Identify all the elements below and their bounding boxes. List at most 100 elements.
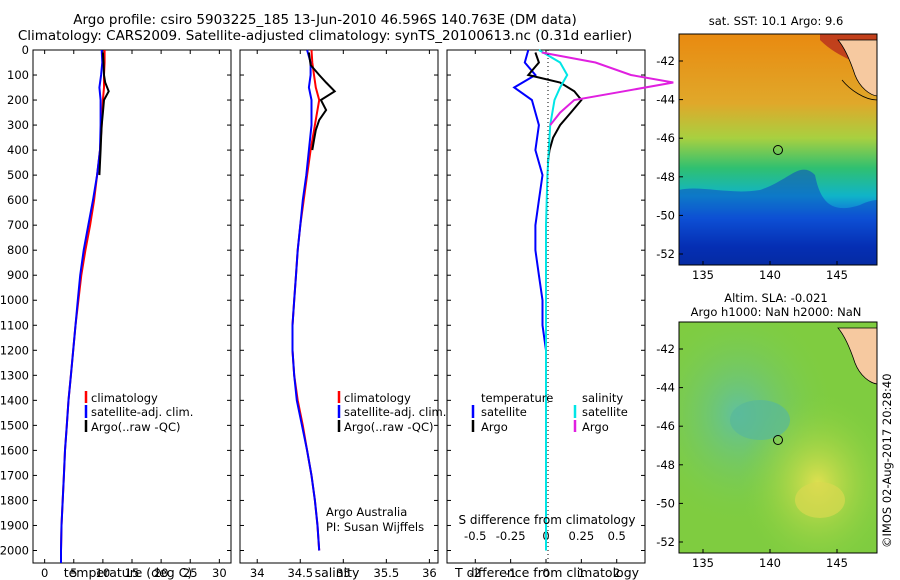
x-tick-label: 30 <box>212 566 227 580</box>
s-difference-axis-label: S difference from climatology <box>459 513 636 527</box>
series-line-salinity-argo <box>541 51 674 126</box>
salinity-legend: climatology satellite-adj. clim. Argo(..… <box>326 391 446 534</box>
depth-tick-label: 900 <box>7 268 29 282</box>
legend-argo: Argo(..raw -QC) <box>344 420 434 434</box>
legend-satellite-adj: satellite-adj. clim. <box>91 405 193 419</box>
annotation-pi: PI: Susan Wijffels <box>326 520 424 534</box>
annotation-argo-australia: Argo Australia <box>326 505 407 519</box>
x-tick-label: -1 <box>505 566 516 580</box>
depth-tick-label: 1700 <box>0 468 29 482</box>
legend-sal-satellite: satellite <box>582 405 628 419</box>
sst-cold-tongue <box>679 169 877 265</box>
longitude-tick-label: 140 <box>759 268 781 282</box>
latitude-tick-label: -44 <box>656 381 675 395</box>
series-line-temperature-satellite <box>512 49 547 551</box>
longitude-tick-label: 140 <box>759 556 781 570</box>
depth-tick-label: 1300 <box>0 368 29 382</box>
depth-tick-label: 500 <box>7 168 29 182</box>
series-line-climatology <box>291 49 321 551</box>
sla-eddy <box>795 482 845 518</box>
depth-tick-label: 400 <box>7 143 29 157</box>
depth-tick-label: 600 <box>7 193 29 207</box>
legend-salinity-heading: salinity <box>582 391 623 405</box>
longitude-tick-label: 135 <box>692 556 714 570</box>
latitude-tick-label: -52 <box>656 535 675 549</box>
t-difference-axis-label: T difference from climatology <box>454 565 640 580</box>
x-tick-label: 25 <box>183 566 198 580</box>
latitude-tick-label: -44 <box>656 93 675 107</box>
depth-tick-label: 1000 <box>0 293 29 307</box>
salinity-panel-frame <box>239 49 439 564</box>
legend-climatology: climatology <box>344 391 411 405</box>
series-line-salinity-satellite <box>538 49 569 551</box>
x-tick-label: 20 <box>154 566 169 580</box>
depth-tick-label: 1800 <box>0 493 29 507</box>
depth-tick-label: 100 <box>7 68 29 82</box>
latitude-tick-label: -48 <box>656 458 675 472</box>
depth-tick-label: 800 <box>7 243 29 257</box>
x-tick-label: 34 <box>250 566 265 580</box>
shelf-contour <box>841 79 878 101</box>
x-tick-label: 0 <box>542 566 549 580</box>
temperature-legend: climatology satellite-adj. clim. Argo(..… <box>84 391 193 434</box>
latitude-tick-label: -48 <box>656 170 675 184</box>
x2-tick-label: -0.5 <box>464 529 486 543</box>
depth-tick-label: 0 <box>22 43 29 57</box>
chart-title-line1: Argo profile: csiro 5903225_185 13-Jun-2… <box>73 12 577 28</box>
x2-tick-label: 0.25 <box>569 529 595 543</box>
sla-high-patch <box>679 322 877 553</box>
depth-tick-label: 1400 <box>0 393 29 407</box>
depth-tick-label: 300 <box>7 118 29 132</box>
legend-temperature-heading: temperature <box>481 391 553 405</box>
x-tick-label: 35 <box>336 566 351 580</box>
depth-tick-label: 2000 <box>0 543 29 557</box>
legend-satellite-adj: satellite-adj. clim. <box>344 405 446 419</box>
x-tick-label: 15 <box>125 566 140 580</box>
sla-eddy <box>730 400 790 440</box>
latitude-tick-label: -42 <box>656 342 675 356</box>
sla-map-title1: Altim. SLA: -0.021 <box>724 291 828 305</box>
legend-sal-argo: Argo <box>582 420 609 434</box>
x-tick-label: 5 <box>70 566 77 580</box>
depth-tick-label: 1500 <box>0 418 29 432</box>
legend-temp-satellite: satellite <box>481 405 527 419</box>
depth-tick-label: 1200 <box>0 343 29 357</box>
sla-map-title2: Argo h1000: NaN h2000: NaN <box>691 305 862 319</box>
longitude-tick-label: 145 <box>826 556 848 570</box>
depth-tick-label: 1100 <box>0 318 29 332</box>
x-tick-label: 2 <box>613 566 620 580</box>
latitude-tick-label: -52 <box>656 247 675 261</box>
series-line-climatology <box>60 50 106 563</box>
latitude-tick-label: -46 <box>656 131 675 145</box>
latitude-tick-label: -50 <box>656 208 675 222</box>
depth-tick-label: 1900 <box>0 518 29 532</box>
chart-title-line2: Climatology: CARS2009. Satellite-adjuste… <box>17 28 633 44</box>
float-position-marker <box>773 435 783 445</box>
x2-tick-label: -0.25 <box>496 529 526 543</box>
series-line-argo-raw-qc- <box>307 52 337 151</box>
x-tick-label: -2 <box>470 566 481 580</box>
legend-climatology: climatology <box>91 391 158 405</box>
sla-map <box>678 321 878 554</box>
latitude-tick-label: -50 <box>656 496 675 510</box>
temperature-axis-label: temperature (deg C) <box>64 565 193 580</box>
longitude-tick-label: 145 <box>826 268 848 282</box>
legend-temp-argo: Argo <box>481 420 508 434</box>
x-tick-label: 36 <box>422 566 437 580</box>
x-tick-label: 35.5 <box>374 566 400 580</box>
salinity-axis-label: salinity <box>315 565 360 580</box>
tasmania-land <box>837 39 878 97</box>
latitude-tick-label: -46 <box>656 419 675 433</box>
depth-tick-label: 700 <box>7 218 29 232</box>
x-tick-label: 1 <box>578 566 585 580</box>
depth-tick-label: 200 <box>7 93 29 107</box>
tasmania-land <box>837 327 878 385</box>
x-tick-label: 0 <box>41 566 48 580</box>
difference-legend: temperature satellite Argo salinity sate… <box>471 391 628 434</box>
legend-argo: Argo(..raw -QC) <box>91 420 181 434</box>
sst-map-frame <box>678 33 878 266</box>
depth-tick-label: 1600 <box>0 443 29 457</box>
series-line-temperature-argo <box>526 52 583 163</box>
longitude-tick-label: 135 <box>692 268 714 282</box>
